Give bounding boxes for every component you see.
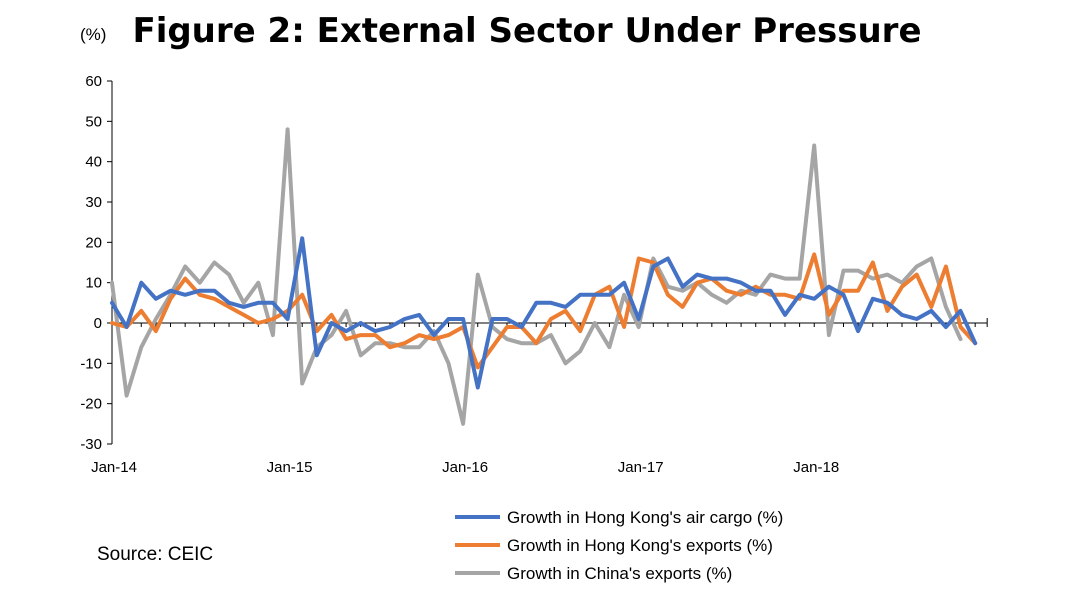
y-tick-label: 0 [94,315,102,332]
x-tick-label: Jan-14 [91,459,137,476]
y-tick-label: 20 [85,234,102,251]
legend-label: Growth in China's exports (%) [507,564,732,583]
series-line-2 [110,127,963,426]
legend-label: Growth in Hong Kong's exports (%) [507,536,773,555]
legend-label: Growth in Hong Kong's air cargo (%) [507,508,783,527]
y-tick-label: -10 [80,355,102,372]
chart-title: Figure 2: External Sector Under Pressure [132,11,921,51]
y-tick-label: 40 [85,154,102,171]
x-tick-label: Jan-16 [442,459,488,476]
y-tick-label: 30 [85,194,102,211]
series-line-0 [110,236,978,390]
series-group [110,127,978,426]
y-tick-label: -30 [80,436,102,453]
y-tick-label: 10 [85,275,102,292]
y-axis-unit-label: (%) [80,25,106,44]
x-tick-label: Jan-17 [618,459,664,476]
y-tick-label: 50 [85,113,102,130]
source-note: Source: CEIC [97,544,213,565]
x-tick-label: Jan-15 [267,459,313,476]
y-tick-label: 60 [85,73,102,90]
legend: Growth in Hong Kong's air cargo (%) Growt… [455,508,783,583]
y-tick-label: -20 [80,396,102,413]
axes: 60 50 40 30 20 10 0 -10 -20 -30 Jan-14 Jan-15 Jan-16… [80,73,988,476]
series-line-1 [110,252,978,370]
x-tick-label: Jan-18 [793,459,839,476]
